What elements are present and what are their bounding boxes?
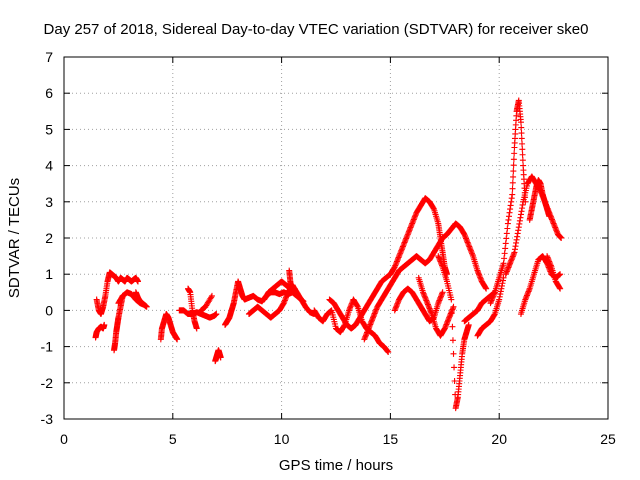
x-tick-label: 10 — [274, 431, 290, 447]
data-point — [288, 285, 295, 292]
data-point — [519, 157, 526, 164]
x-tick-label: 0 — [60, 431, 68, 447]
data-point — [517, 119, 524, 126]
data-point — [510, 168, 517, 175]
y-tick-label: 0 — [45, 302, 53, 318]
x-tick-label: 25 — [600, 431, 616, 447]
y-tick-label: 2 — [45, 230, 53, 246]
data-point — [518, 130, 525, 137]
data-point — [208, 294, 215, 301]
data-point — [450, 350, 457, 357]
y-axis-label: SDTVAR / TECUs — [6, 178, 23, 298]
data-points — [92, 97, 565, 412]
axis-ticks: 0 5 10 15 20 25 -3 -2 -1 0 1 2 3 4 5 6 7 — [41, 49, 616, 447]
y-tick-label: -3 — [41, 411, 54, 427]
y-tick-label: -1 — [41, 339, 54, 355]
data-point — [510, 162, 517, 169]
y-tick-label: 4 — [45, 158, 53, 174]
data-point — [519, 146, 526, 153]
data-point — [509, 191, 516, 198]
data-point — [101, 321, 108, 328]
data-point — [450, 303, 457, 310]
data-point — [557, 285, 564, 292]
data-point — [465, 321, 472, 328]
chart-title: Day 257 of 2018, Sidereal Day-to-day VTE… — [44, 21, 589, 38]
data-point — [174, 336, 181, 343]
data-point — [518, 124, 525, 131]
x-tick-label: 15 — [383, 431, 399, 447]
data-point — [134, 278, 141, 285]
y-tick-label: 7 — [45, 49, 53, 65]
data-point — [546, 213, 553, 220]
data-point — [213, 311, 220, 318]
data-point — [448, 310, 455, 317]
data-point — [143, 303, 150, 310]
data-point — [519, 151, 526, 158]
data-point — [511, 150, 518, 157]
data-point — [449, 323, 456, 330]
data-point — [448, 296, 455, 303]
data-point — [518, 135, 525, 142]
data-point — [510, 173, 517, 180]
data-point — [193, 325, 200, 332]
x-axis-label: GPS time / hours — [279, 457, 393, 474]
data-point — [439, 289, 446, 296]
data-point — [510, 156, 517, 163]
data-point — [519, 140, 526, 147]
x-tick-label: 5 — [169, 431, 177, 447]
data-point — [558, 235, 565, 241]
grid-lines — [64, 57, 608, 419]
y-tick-label: 1 — [45, 266, 53, 282]
data-point — [483, 285, 490, 292]
data-point — [557, 271, 564, 278]
data-point — [217, 354, 224, 361]
y-tick-label: 6 — [45, 85, 53, 101]
data-point — [385, 349, 392, 356]
data-point — [208, 292, 215, 299]
data-point — [509, 185, 516, 192]
data-point — [509, 179, 516, 186]
y-tick-label: 5 — [45, 121, 53, 137]
y-tick-label: 3 — [45, 194, 53, 210]
x-tick-label: 20 — [491, 431, 507, 447]
data-point — [449, 337, 456, 344]
y-tick-label: -2 — [41, 375, 54, 391]
data-point — [451, 364, 458, 371]
